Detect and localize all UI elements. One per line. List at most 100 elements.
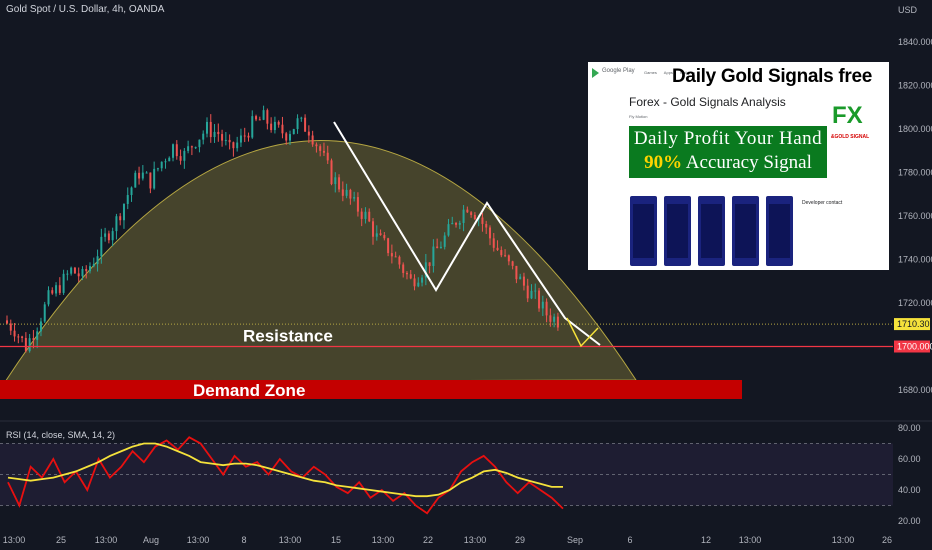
candle-body bbox=[130, 187, 133, 196]
candle-body bbox=[104, 233, 107, 237]
symbol-title[interactable]: Gold Spot / U.S. Dollar, 4h, OANDA bbox=[6, 4, 165, 15]
time-tick-label: 29 bbox=[515, 535, 525, 545]
candle-body bbox=[266, 110, 269, 124]
candle-body bbox=[89, 266, 92, 272]
candle-body bbox=[466, 209, 469, 213]
candle-body bbox=[85, 268, 88, 272]
candle-body bbox=[409, 274, 412, 279]
candle-body bbox=[492, 238, 495, 248]
time-tick-label: 13:00 bbox=[739, 535, 762, 545]
resistance-label: Resistance bbox=[243, 327, 333, 346]
last-price-tag bbox=[894, 318, 930, 331]
rsi-ma-line bbox=[7, 442, 563, 498]
candle-body bbox=[500, 250, 503, 256]
store-header: Google Play Games Apps Children bbox=[588, 62, 889, 84]
candle-body bbox=[13, 330, 16, 337]
price-tick-label: 1820.000 bbox=[898, 81, 932, 91]
candle-body bbox=[413, 278, 416, 287]
time-tick-label: 25 bbox=[56, 535, 66, 545]
candle-body bbox=[473, 214, 476, 220]
candle-body bbox=[541, 301, 544, 309]
candle-body bbox=[39, 321, 42, 332]
candle-body bbox=[307, 131, 310, 136]
candle-body bbox=[107, 233, 110, 241]
candle-body bbox=[213, 131, 216, 138]
candle-body bbox=[364, 211, 367, 219]
candle-body bbox=[115, 216, 118, 232]
app-screenshot[interactable] bbox=[630, 196, 657, 266]
candle-body bbox=[202, 133, 205, 140]
app-screenshot[interactable] bbox=[664, 196, 691, 266]
candle-body bbox=[21, 336, 24, 338]
candle-body bbox=[28, 338, 31, 352]
candle-body bbox=[455, 222, 458, 225]
store-name: Google Play bbox=[602, 68, 635, 74]
candle-body bbox=[356, 197, 359, 212]
candle-body bbox=[368, 211, 371, 222]
candle-body bbox=[47, 290, 50, 305]
rsi-indicator-title[interactable]: RSI (14, close, SMA, 14, 2) bbox=[6, 430, 116, 440]
candle-body bbox=[66, 273, 69, 275]
candle-body bbox=[100, 236, 103, 257]
time-axis: 13:00 25 13:00 Aug 13:00 8 13:00 15 13:00 22 13:00… bbox=[3, 535, 892, 545]
candle-body bbox=[353, 197, 356, 199]
rsi-tick-label: 80.00 bbox=[898, 423, 921, 433]
candle-body bbox=[390, 253, 393, 257]
candle-body bbox=[228, 139, 231, 143]
price-tick-label: 1800.000 bbox=[898, 124, 932, 134]
candle-body bbox=[145, 172, 148, 174]
candle-body bbox=[70, 267, 73, 274]
arc-shape bbox=[4, 140, 637, 383]
candle-body bbox=[319, 146, 322, 151]
candle-body bbox=[421, 277, 424, 283]
candle-body bbox=[538, 290, 541, 309]
advertisement-overlay[interactable]: Google Play Games Apps Children Daily Go… bbox=[588, 62, 889, 270]
rounding-top-arc bbox=[4, 140, 637, 383]
rsi-tick-label: 40.00 bbox=[898, 485, 921, 495]
candle-body bbox=[292, 129, 295, 135]
developer-name[interactable]: Fly Motion bbox=[629, 114, 648, 119]
app-screenshot[interactable] bbox=[732, 196, 759, 266]
app-title[interactable]: Forex - Gold Signals Analysis bbox=[629, 95, 786, 109]
time-tick-label: 13:00 bbox=[464, 535, 487, 545]
candle-body bbox=[92, 264, 95, 267]
candle-body bbox=[322, 150, 325, 153]
candle-body bbox=[224, 139, 227, 141]
candle-body bbox=[402, 264, 405, 273]
candle-body bbox=[153, 168, 156, 189]
candle-body bbox=[349, 189, 352, 199]
candle-body bbox=[273, 121, 276, 131]
candle-body bbox=[522, 276, 525, 286]
candle-body bbox=[341, 189, 344, 196]
candle-body bbox=[126, 195, 129, 204]
store-tab[interactable]: Apps bbox=[663, 70, 673, 75]
store-tab[interactable]: Children bbox=[680, 70, 695, 75]
candle-body bbox=[398, 256, 401, 265]
candle-body bbox=[205, 121, 208, 134]
candle-body bbox=[296, 118, 299, 130]
candle-body bbox=[55, 285, 58, 294]
candle-body bbox=[187, 146, 190, 151]
last-price-tag-text: 1710.305 bbox=[897, 319, 932, 329]
logo-subtitle: &GOLD SIGNAL bbox=[830, 134, 870, 140]
accuracy-percent: 90% bbox=[644, 152, 683, 173]
app-screenshot[interactable] bbox=[698, 196, 725, 266]
time-tick-label: 12 bbox=[701, 535, 711, 545]
time-tick-label: 13:00 bbox=[832, 535, 855, 545]
candle-body bbox=[119, 216, 122, 221]
candle-body bbox=[360, 211, 363, 219]
candle-body bbox=[462, 209, 465, 223]
candle-body bbox=[556, 316, 559, 328]
candle-body bbox=[243, 135, 246, 137]
time-tick-label: 13:00 bbox=[187, 535, 210, 545]
candle-body bbox=[285, 133, 288, 141]
app-screenshot[interactable] bbox=[766, 196, 793, 266]
time-tick-label: 13:00 bbox=[279, 535, 302, 545]
candle-body bbox=[405, 272, 408, 275]
rsi-line bbox=[7, 436, 564, 515]
candle-body bbox=[190, 146, 193, 148]
candle-body bbox=[326, 152, 329, 161]
developer-contact-link[interactable]: Developer contact bbox=[802, 200, 843, 206]
store-tab[interactable]: Games bbox=[644, 70, 657, 75]
